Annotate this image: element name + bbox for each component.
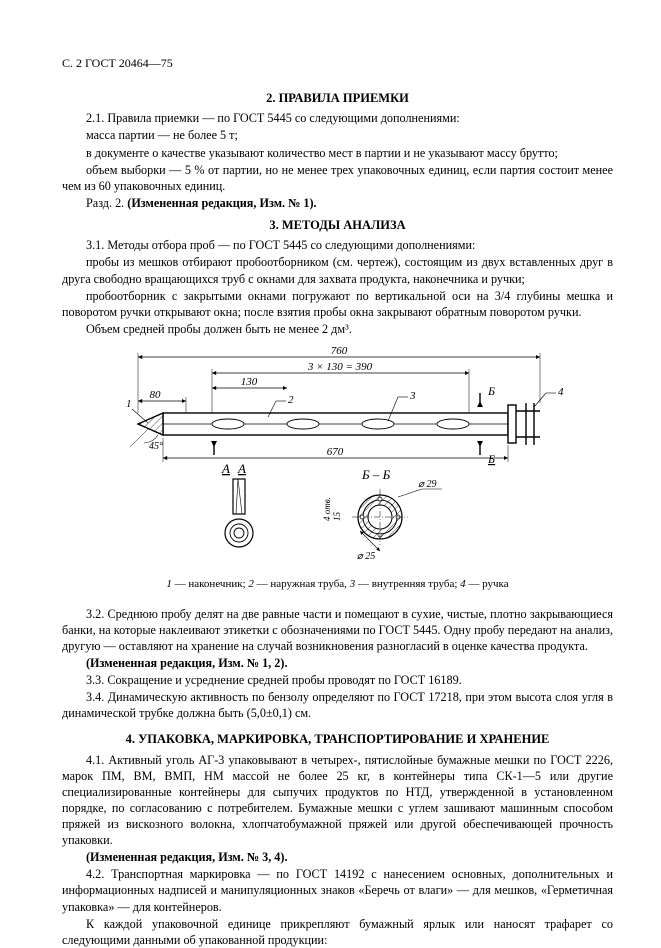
figure-svg: 760 3 × 130 = 390 130 80 bbox=[108, 343, 568, 563]
p-2-1b: в документе о качестве указывают количес… bbox=[62, 145, 613, 161]
dim-45-text: 45° bbox=[149, 441, 163, 452]
section-bb-label: Б – Б bbox=[361, 467, 391, 482]
p-2-1c: объем выборки — 5 % от партии, но не мен… bbox=[62, 162, 613, 194]
p-2-1a: масса партии — не более 5 т; bbox=[62, 127, 613, 143]
dim-130-text: 130 bbox=[240, 376, 257, 388]
p-2-1: 2.1. Правила приемки — по ГОСТ 5445 со с… bbox=[62, 110, 613, 126]
section-2-title: 2. ПРАВИЛА ПРИЕМКИ bbox=[62, 90, 613, 107]
dim-d25: ⌀ 25 bbox=[356, 551, 375, 562]
dim-80-text: 80 bbox=[149, 389, 161, 401]
cap-2t: — наружная труба, bbox=[254, 578, 350, 590]
dim-130: 130 bbox=[212, 376, 287, 388]
page-root: С. 2 ГОСТ 20464—75 2. ПРАВИЛА ПРИЕМКИ 2.… bbox=[0, 0, 661, 936]
dim-15: 15 bbox=[332, 511, 342, 521]
p-3-1: 3.1. Методы отбора проб — по ГОСТ 5445 с… bbox=[62, 237, 613, 253]
letter-b-bot: Б bbox=[487, 452, 495, 466]
dim-670-text: 670 bbox=[326, 446, 343, 458]
dim-d29: ⌀ 29 bbox=[418, 479, 437, 490]
p-3-3: 3.3. Сокращение и усреднение средней про… bbox=[62, 672, 613, 688]
section-3-title: 3. МЕТОДЫ АНАЛИЗА bbox=[62, 217, 613, 234]
p-2-rev-b: (Измененная редакция, Изм. № 1). bbox=[127, 196, 316, 210]
p-4-2a: К каждой упаковочной единице прикрепляют… bbox=[62, 916, 613, 948]
dim-760-text: 760 bbox=[330, 345, 347, 357]
p-4-2: 4.2. Транспортная маркировка — по ГОСТ 1… bbox=[62, 866, 613, 914]
section-4-title: 4. УПАКОВКА, МАРКИРОВКА, ТРАНСПОРТИРОВАН… bbox=[62, 731, 613, 748]
cap-3t: — внутренняя труба; bbox=[355, 578, 460, 590]
p-4-1: 4.1. Активный уголь АГ-3 упаковывают в ч… bbox=[62, 752, 613, 849]
section-bb: Б – Б ⌀ 29 ⌀ 25 bbox=[322, 467, 442, 562]
dim-80: 80 bbox=[138, 389, 186, 413]
letter-a-bot: А bbox=[221, 461, 230, 476]
p-3-1b: пробоотборник с закрытыми окнами погружа… bbox=[62, 288, 613, 320]
page-header: С. 2 ГОСТ 20464—75 bbox=[62, 56, 613, 72]
letter-b-top: Б bbox=[487, 384, 495, 398]
detail-a-label: А bbox=[237, 461, 246, 476]
p-3-1c: Объем средней пробы должен быть не менее… bbox=[62, 321, 613, 337]
dim-390-text: 3 × 130 = 390 bbox=[306, 361, 372, 373]
p-2-rev: Разд. 2. (Измененная редакция, Изм. № 1)… bbox=[62, 195, 613, 211]
a-mark: А bbox=[211, 441, 230, 476]
p-3-1a: пробы из мешков отбирают пробоотборником… bbox=[62, 254, 613, 286]
p-3-2-rev: (Измененная редакция, Изм. № 1, 2). bbox=[62, 655, 613, 671]
p-2-rev-a: Разд. 2. bbox=[86, 196, 127, 210]
dim-4otv: 4 отв. bbox=[322, 497, 332, 521]
callout-1: 1 bbox=[126, 398, 132, 410]
cap-4t: — ручка bbox=[466, 578, 509, 590]
p-3-2: 3.2. Среднюю пробу делят на две равные ч… bbox=[62, 606, 613, 654]
callout-2: 2 bbox=[288, 394, 294, 406]
figure: 760 3 × 130 = 390 130 80 bbox=[62, 343, 613, 567]
sampler-body bbox=[138, 403, 540, 445]
p-4-1-rev: (Измененная редакция, Изм. № 3, 4). bbox=[62, 849, 613, 865]
callout-4: 4 bbox=[558, 386, 564, 398]
p-3-4: 3.4. Динамическую активность по бензолу … bbox=[62, 689, 613, 721]
cap-1t: — наконечник; bbox=[172, 578, 249, 590]
callout-3: 3 bbox=[409, 390, 416, 402]
figure-caption: 1 — наконечник; 2 — наружная труба, 3 — … bbox=[62, 577, 613, 592]
